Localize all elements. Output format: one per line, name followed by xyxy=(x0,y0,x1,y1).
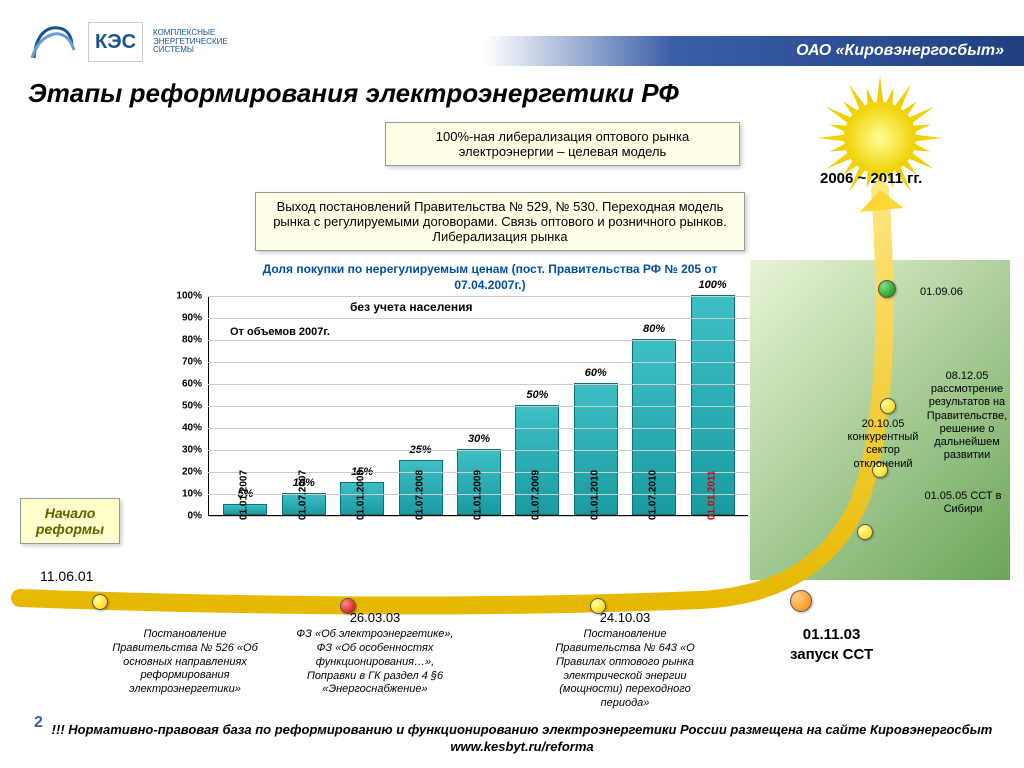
bar-label: 100% xyxy=(699,279,727,291)
bar-label: 50% xyxy=(526,389,548,401)
milestone-dot xyxy=(92,594,108,610)
chart-title: Доля покупки по нерегулируемым ценам (по… xyxy=(245,262,735,293)
y-tick: 10% xyxy=(170,489,202,500)
bar-label: 60% xyxy=(585,367,607,379)
logo-sub-3: СИСТЕМЫ xyxy=(153,46,228,55)
launch-label: 01.11.03 запуск ССТ xyxy=(790,625,873,664)
x-label: 01.07.2007 xyxy=(297,470,308,520)
milestone: Постановление Правительства № 526 «Об ос… xyxy=(100,628,270,697)
start-label: Начало реформы xyxy=(20,498,120,544)
sun-icon xyxy=(810,68,950,208)
y-tick: 90% xyxy=(170,313,202,324)
milestone-dot xyxy=(857,524,873,540)
bar-chart: 5%10%15%25%30%50%60%80%100% 0%10%20%30%4… xyxy=(170,296,750,582)
kes-logo: КЭС xyxy=(88,22,143,62)
callout-decree: Выход постановлений Правительства № 529,… xyxy=(255,192,745,251)
ies-logo-icon xyxy=(28,22,78,62)
y-tick: 40% xyxy=(170,423,202,434)
bar-label: 30% xyxy=(468,433,490,445)
bar-label: 80% xyxy=(643,323,665,335)
y-tick: 30% xyxy=(170,445,202,456)
page-number: 2 xyxy=(34,714,43,732)
x-label: 01.01.2010 xyxy=(589,470,600,520)
y-tick: 100% xyxy=(170,291,202,302)
milestone-dot-launch xyxy=(790,590,812,612)
period-label: 2006 ~ 2011 гг. xyxy=(820,170,922,187)
logo-block: КЭС КОМПЛЕКСНЫЕ ЭНЕРГЕТИЧЕСКИЕ СИСТЕМЫ xyxy=(28,22,228,62)
launch-date: 01.11.03 xyxy=(803,626,861,643)
y-tick: 70% xyxy=(170,357,202,368)
y-tick: 80% xyxy=(170,335,202,346)
x-label: 01.07.2009 xyxy=(531,470,542,520)
milestone: 26.03.03ФЗ «Об электроэнергетике», ФЗ «О… xyxy=(290,610,460,697)
side-note: 08.12.05 рассмотрение результатов на Пра… xyxy=(918,370,1016,462)
x-label: 01.01.2007 xyxy=(239,470,250,520)
title-bar: ОАО «Кировэнергосбыт» xyxy=(484,36,1024,66)
milestone-dot-green xyxy=(878,280,896,298)
side-note: 01.09.06 xyxy=(920,286,963,299)
main-title: Этапы реформирования электроэнергетики Р… xyxy=(28,78,679,109)
company-name: ОАО «Кировэнергосбыт» xyxy=(796,42,1004,60)
start-date: 11.06.01 xyxy=(40,568,93,584)
x-label: 01.07.2010 xyxy=(648,470,659,520)
launch-text: запуск ССТ xyxy=(790,646,873,663)
y-tick: 60% xyxy=(170,379,202,390)
side-note: 01.05.05 ССТ в Сибири xyxy=(918,490,1008,516)
milestone: 24.10.03Постановление Правительства № 64… xyxy=(540,610,710,711)
footer-text: !!! Нормативно-правовая база по реформир… xyxy=(50,722,994,756)
logo-subtitle: КОМПЛЕКСНЫЕ ЭНЕРГЕТИЧЕСКИЕ СИСТЕМЫ xyxy=(153,29,228,55)
side-note: 20.10.05 конкурентный сектор отклонений xyxy=(838,418,928,471)
x-label: 01.01.2009 xyxy=(473,470,484,520)
y-tick: 20% xyxy=(170,467,202,478)
milestone-dot xyxy=(880,398,896,414)
y-tick: 0% xyxy=(170,511,202,522)
x-label: 01.07.2008 xyxy=(414,470,425,520)
callout-liberalization: 100%-ная либерализация оптового рынка эл… xyxy=(385,122,740,166)
y-tick: 50% xyxy=(170,401,202,412)
x-label: 01.01.2008 xyxy=(356,470,367,520)
x-label: 01.01.2011 xyxy=(706,471,717,521)
